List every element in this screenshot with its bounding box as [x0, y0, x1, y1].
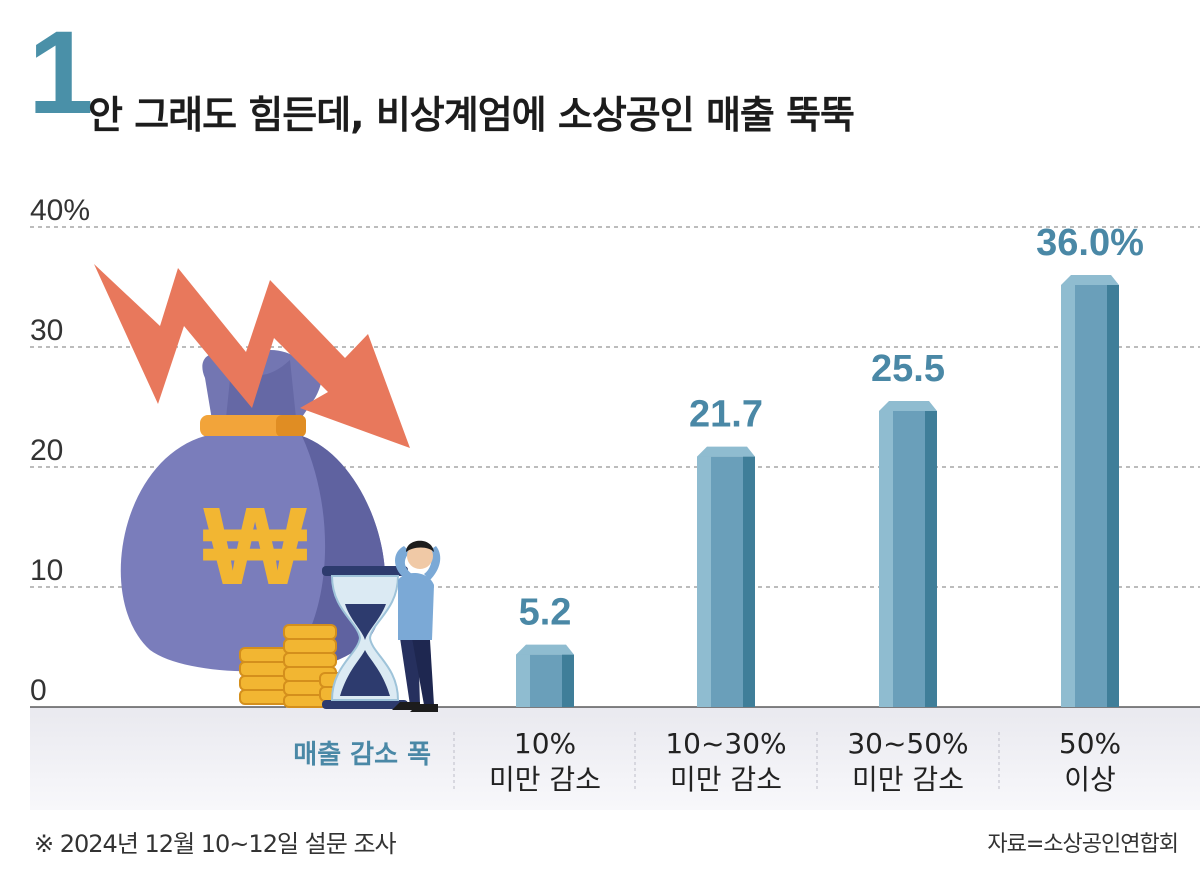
y-tick-label: 0	[30, 674, 47, 707]
y-tick-label: 40%	[30, 194, 90, 227]
y-tick-label: 30	[30, 314, 63, 347]
category-label: 10~30% 미만 감소	[665, 727, 786, 796]
y-tick-label: 20	[30, 434, 63, 467]
worried-person-icon	[392, 540, 441, 712]
down-trend-arrow-icon	[94, 264, 410, 448]
category-label: 30~50% 미만 감소	[847, 727, 968, 796]
bar	[516, 644, 574, 707]
bar	[1061, 275, 1119, 707]
illustration-group: ₩	[94, 264, 441, 712]
value-labels: 5.2 21.7 25.5 36.0%	[519, 222, 1144, 634]
category-floor	[30, 707, 1200, 810]
headline-number: 1	[28, 7, 94, 139]
value-label: 25.5	[871, 348, 945, 390]
source-credit: 자료=소상공인연합회	[987, 832, 1179, 857]
hourglass-icon	[322, 566, 408, 709]
bars	[516, 275, 1119, 707]
page-title: 안 그래도 힘든데, 비상계엄에 소상공인 매출 뚝뚝	[88, 93, 855, 137]
y-tick-label: 10	[30, 554, 63, 587]
bar	[879, 401, 937, 707]
footnote: ※ 2024년 12월 10~12일 설문 조사	[34, 830, 397, 858]
category-label: 10% 미만 감소	[489, 727, 601, 796]
category-label: 50% 이상	[1059, 727, 1121, 796]
bar	[697, 446, 755, 707]
value-label: 36.0%	[1036, 222, 1144, 264]
won-sign-icon: ₩	[203, 485, 307, 608]
value-label: 5.2	[519, 592, 572, 634]
x-axis-title: 매출 감소 폭	[293, 740, 431, 770]
value-label: 21.7	[689, 394, 763, 436]
y-ticks: 0 10 20 30 40%	[30, 194, 90, 707]
category-labels: 10% 미만 감소 10~30% 미만 감소 30~50% 미만 감소 50% 이상	[453, 727, 1121, 796]
